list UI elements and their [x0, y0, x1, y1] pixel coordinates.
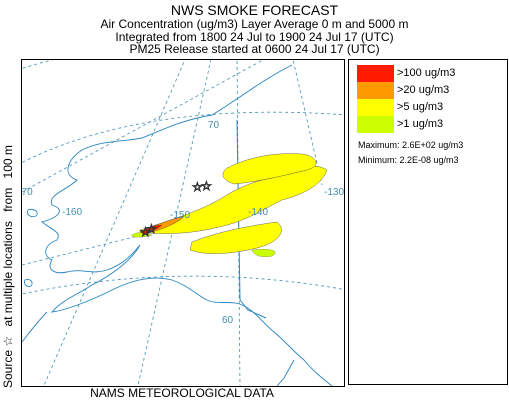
contour-label-a: -150 — [170, 210, 190, 221]
smoke-plume-yellow — [139, 153, 328, 254]
coastline — [22, 64, 333, 386]
subtitle-concentration: Air Concentration (ug/m3) Layer Average … — [100, 17, 409, 31]
coast-path-peninsula — [22, 311, 48, 343]
plume-light-tail — [131, 231, 153, 238]
lon-label-170: 170 — [22, 187, 33, 198]
plume-red-hotspot — [140, 224, 163, 235]
longitude-lines — [22, 60, 323, 386]
legend-label-20: >20 ug/m3 — [397, 84, 450, 96]
subtitle-release-start: PM25 Release started at 0600 24 Jul 17 (… — [129, 42, 380, 56]
legend-swatch-5 — [357, 99, 394, 116]
legend-swatch-100 — [357, 65, 394, 82]
legend-minimum: Minimum: 2.2E-08 ug/m3 — [358, 155, 459, 165]
legend-swatch-1 — [357, 116, 394, 133]
island-a — [27, 209, 38, 218]
legend-label-5: >5 ug/m3 — [397, 101, 444, 113]
height-text: 100 m — [1, 145, 15, 179]
smoke-plume-light — [131, 231, 276, 257]
map-title: NWS SMOKE FORECAST — [170, 2, 339, 18]
met-data-footer: NAMS METEOROLOGICAL DATA — [90, 386, 274, 400]
lon-label-160: -160 — [62, 207, 82, 218]
latitude-lines — [22, 60, 344, 295]
source-stars: ☆ ☆ ☆ ☆ — [140, 179, 213, 240]
subtitle-integration-period: Integrated from 1800 24 Jul to 1900 24 J… — [115, 30, 394, 44]
plume-yellow-north — [222, 153, 317, 185]
plume-yellow-south — [189, 221, 282, 254]
plume-light-south — [251, 249, 276, 257]
lon-line-180 — [22, 219, 203, 266]
legend-panel: >100 ug/m3 >20 ug/m3 >5 ug/m3 >1 ug/m3 M… — [348, 59, 508, 385]
legend-swatch-20 — [357, 82, 394, 99]
coast-path-panhandle — [276, 359, 295, 386]
locations-text: at multiple locations — [1, 221, 15, 327]
from-text: from — [1, 187, 15, 212]
island-b — [24, 279, 33, 287]
legend-maximum: Maximum: 2.6E+02 ug/m3 — [358, 140, 464, 150]
lon-line-160 — [43, 60, 186, 386]
map-canvas: ☆ ☆ ☆ ☆ 70 60 170 -160 -130 -150 -140 — [22, 60, 344, 386]
lon-line-140 — [236, 60, 241, 386]
source-text: Source ☆ — [1, 335, 15, 388]
lat-line-60 — [22, 275, 344, 295]
lon-line-130 — [292, 60, 323, 186]
lon-label-130: -130 — [324, 187, 344, 198]
coast-path-main — [41, 64, 333, 386]
legend-label-100: >100 ug/m3 — [397, 67, 456, 79]
plume-yellow-main — [139, 165, 328, 234]
smoke-map: ☆ ☆ ☆ ☆ 70 60 170 -160 -130 -150 -140 — [21, 59, 345, 387]
source-star-c: ☆ — [140, 225, 151, 239]
source-star-d: ☆ — [146, 222, 157, 236]
lat-line-70 — [22, 111, 344, 163]
source-star-b: ☆ — [201, 179, 212, 193]
source-side-label: Source ☆ at multiple locations from 100 … — [1, 58, 15, 388]
lat-label-60: 60 — [222, 315, 234, 326]
lat-label-70: 70 — [208, 120, 220, 131]
contour-label-b: -140 — [248, 207, 268, 218]
legend-label-1: >1 ug/m3 — [397, 118, 444, 130]
source-star-a: ☆ — [192, 180, 203, 194]
